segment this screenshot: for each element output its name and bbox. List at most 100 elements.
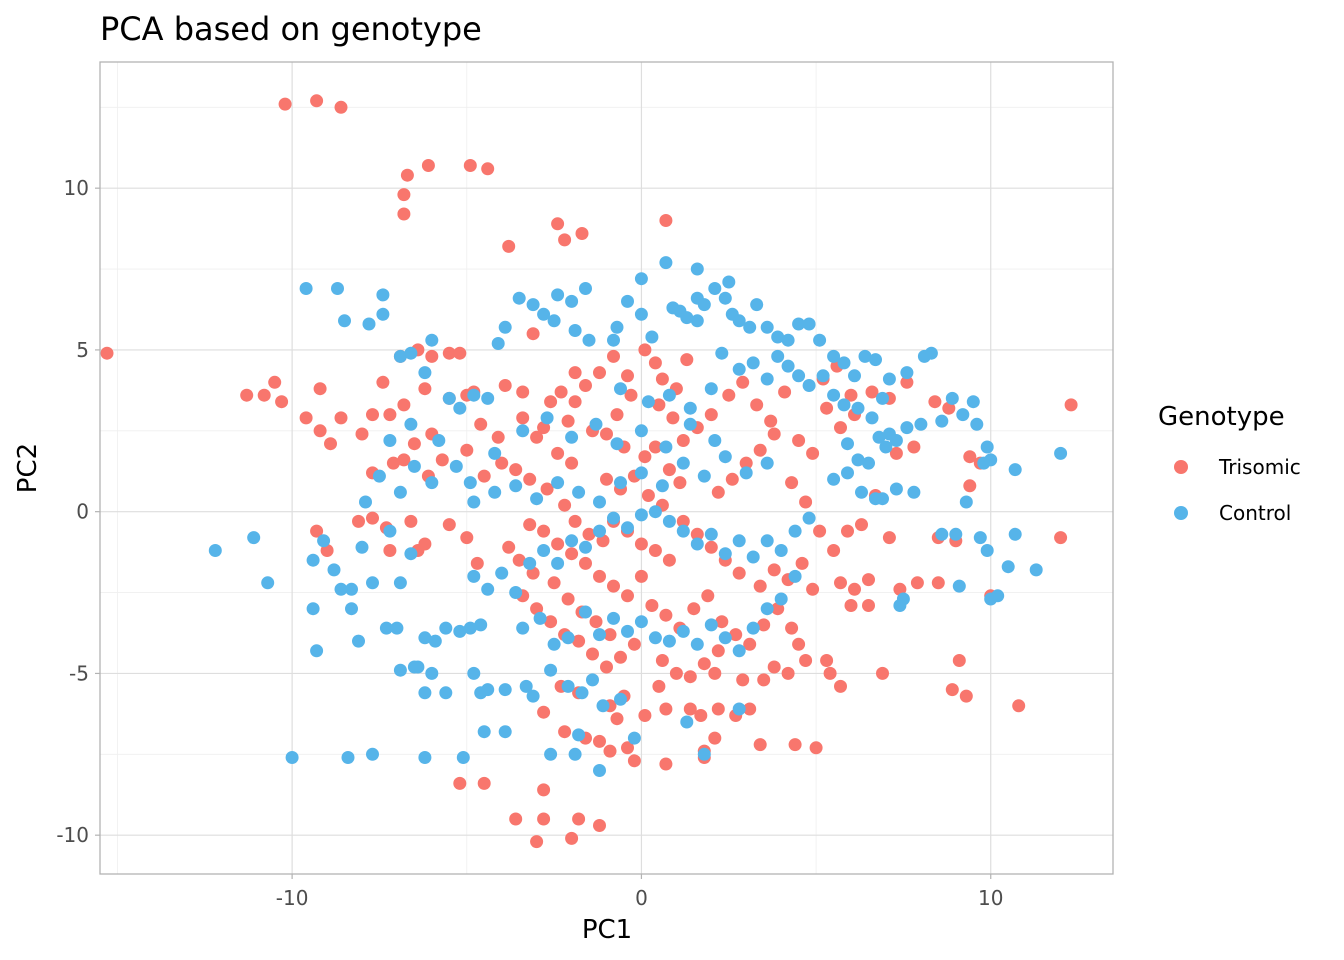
- point-control: [662, 514, 676, 528]
- point-control: [572, 485, 586, 499]
- point-control: [498, 725, 512, 739]
- point-trisomic: [435, 453, 449, 467]
- point-trisomic: [463, 159, 477, 172]
- point-control: [956, 408, 970, 422]
- point-trisomic: [404, 514, 418, 528]
- point-control: [334, 582, 348, 596]
- point-trisomic: [582, 527, 596, 541]
- point-trisomic: [792, 434, 806, 447]
- point-trisomic: [711, 644, 725, 658]
- point-control: [862, 456, 875, 470]
- point-control: [467, 666, 481, 680]
- point-control: [816, 369, 830, 383]
- point-control: [467, 569, 481, 583]
- point-trisomic: [540, 482, 554, 496]
- point-trisomic: [767, 660, 781, 674]
- point-trisomic: [442, 518, 456, 532]
- point-trisomic: [666, 411, 680, 425]
- point-trisomic: [561, 592, 575, 606]
- point-trisomic: [655, 372, 669, 386]
- point-trisomic: [593, 819, 606, 832]
- point-trisomic: [537, 524, 551, 538]
- point-trisomic: [268, 375, 282, 389]
- point-control: [352, 634, 365, 648]
- point-control: [456, 751, 470, 764]
- point-trisomic: [579, 379, 592, 392]
- point-trisomic: [764, 414, 778, 428]
- point-control: [645, 330, 659, 344]
- point-control: [442, 391, 456, 405]
- point-control: [383, 434, 397, 447]
- point-control: [537, 307, 551, 321]
- point-trisomic: [638, 450, 652, 464]
- point-trisomic: [376, 375, 390, 389]
- point-control: [341, 751, 355, 764]
- point-control: [655, 479, 669, 493]
- point-trisomic: [792, 637, 806, 651]
- point-trisomic: [736, 673, 750, 687]
- point-control: [774, 544, 788, 557]
- point-trisomic: [889, 446, 903, 460]
- point-control: [813, 333, 827, 347]
- point-trisomic: [383, 544, 397, 557]
- x-axis-title: PC1: [582, 915, 632, 945]
- chart-title: PCA based on genotype: [100, 10, 482, 48]
- point-control: [690, 262, 704, 276]
- point-control: [715, 346, 729, 360]
- point-trisomic: [400, 168, 414, 182]
- point-control: [760, 456, 774, 470]
- point-trisomic: [673, 476, 687, 490]
- point-control: [306, 553, 320, 567]
- point-control: [991, 589, 1005, 603]
- point-control: [610, 320, 624, 334]
- point-trisomic: [442, 346, 456, 360]
- point-trisomic: [275, 395, 289, 409]
- point-control: [924, 346, 938, 360]
- point-control: [876, 492, 889, 506]
- point-control: [627, 731, 641, 745]
- point-trisomic: [750, 398, 764, 412]
- point-control: [827, 388, 841, 402]
- point-control: [792, 317, 806, 331]
- point-control: [407, 459, 421, 473]
- point-control: [746, 621, 760, 635]
- point-control: [837, 356, 851, 370]
- point-trisomic: [882, 531, 896, 545]
- point-trisomic: [757, 673, 771, 687]
- point-trisomic: [865, 385, 879, 399]
- point-control: [509, 586, 523, 599]
- point-control: [865, 411, 879, 425]
- point-control: [704, 618, 718, 632]
- point-trisomic: [568, 366, 582, 380]
- point-control: [746, 356, 760, 370]
- point-trisomic: [959, 689, 973, 703]
- point-control: [959, 495, 973, 509]
- point-trisomic: [645, 599, 659, 612]
- point-trisomic: [806, 446, 820, 460]
- point-trisomic: [589, 615, 603, 629]
- point-trisomic: [931, 576, 945, 590]
- point-control: [481, 582, 495, 596]
- point-trisomic: [607, 579, 620, 593]
- point-control: [662, 634, 676, 648]
- point-trisomic: [900, 375, 914, 389]
- point-control: [914, 417, 928, 431]
- point-trisomic: [659, 702, 673, 716]
- point-control: [718, 547, 732, 561]
- point-control: [551, 556, 565, 570]
- point-control: [882, 372, 896, 386]
- point-trisomic: [704, 408, 718, 422]
- point-trisomic: [806, 582, 820, 596]
- point-control: [495, 566, 509, 580]
- point-trisomic: [799, 654, 813, 667]
- point-trisomic: [820, 654, 834, 667]
- point-trisomic: [600, 427, 613, 441]
- point-control: [607, 333, 620, 347]
- point-trisomic: [1064, 398, 1078, 412]
- point-control: [317, 534, 331, 548]
- point-trisomic: [827, 544, 841, 557]
- point-control: [568, 324, 582, 337]
- x-tick-label: 10: [978, 886, 1003, 910]
- point-control: [418, 631, 432, 645]
- point-control: [393, 349, 407, 363]
